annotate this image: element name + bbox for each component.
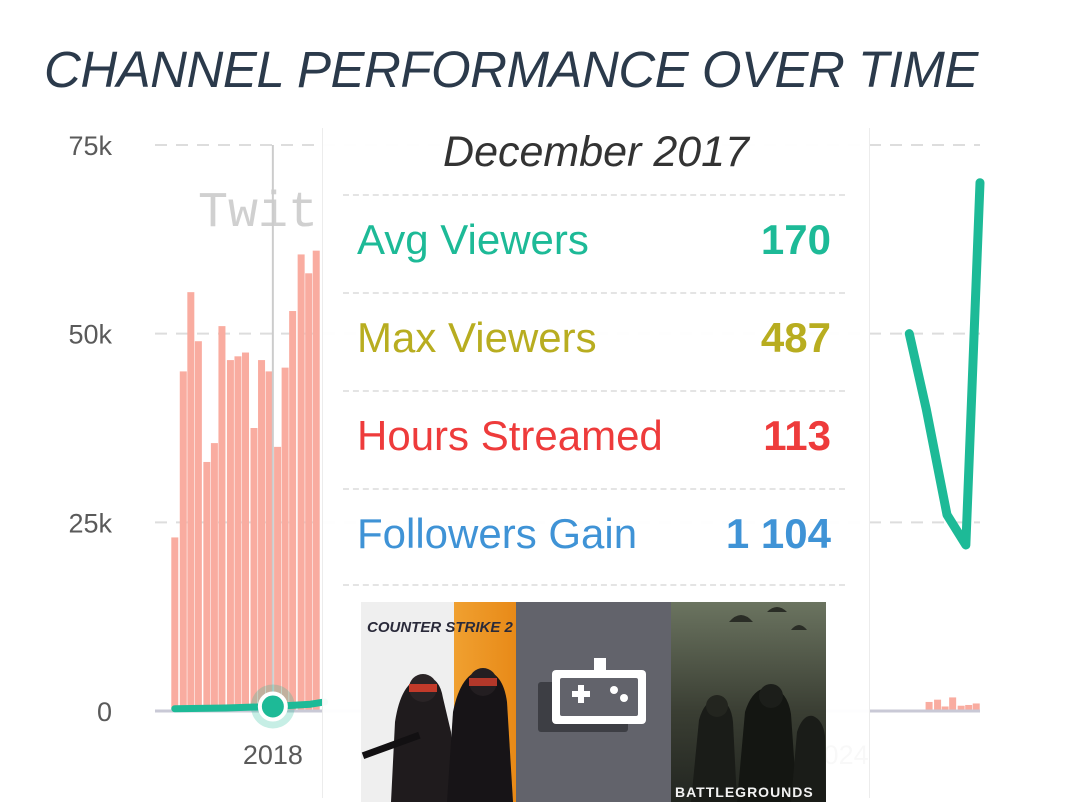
tooltip-divider (343, 584, 845, 586)
bar[interactable] (250, 428, 258, 711)
cs2-logo-text: COUNTER STRIKE 2 (367, 619, 513, 636)
line-segment-right (904, 178, 985, 550)
tooltip-row-max-viewers: Max Viewers 487 (343, 292, 845, 390)
followers-gain-value: 1 104 (725, 510, 831, 557)
pubg-soldiers-image (691, 607, 826, 802)
game-thumbnail-pubg[interactable]: BATTLEGROUNDS (671, 602, 826, 802)
bar[interactable] (234, 356, 242, 711)
watermark-text: Twit (198, 185, 318, 242)
tooltip-row-hours-streamed: Hours Streamed 113 (343, 390, 845, 488)
max-viewers-value: 487 (760, 314, 831, 361)
hover-marker[interactable] (250, 684, 295, 729)
x-tick-label: 2018 (243, 740, 303, 770)
avg-viewers-label: Avg Viewers (357, 216, 589, 263)
bar[interactable] (210, 443, 218, 711)
bar[interactable] (934, 699, 942, 711)
bar[interactable] (194, 341, 202, 711)
bar[interactable] (171, 537, 179, 711)
game-thumbnails: COUNTER STRIKE 2 (361, 602, 827, 802)
game-thumbnail-cs2[interactable]: COUNTER STRIKE 2 (361, 602, 516, 802)
gamepad-icon (538, 658, 646, 732)
bar[interactable] (258, 360, 266, 711)
bar[interactable] (972, 703, 980, 711)
hours-streamed-label: Hours Streamed (357, 412, 663, 459)
bar[interactable] (305, 273, 313, 711)
pubg-logo-text: BATTLEGROUNDS (675, 784, 814, 800)
y-tick-label: 50k (68, 320, 112, 350)
bar[interactable] (312, 250, 320, 712)
bar[interactable] (274, 446, 282, 711)
bar[interactable] (203, 461, 211, 711)
bar[interactable] (226, 360, 234, 711)
bar[interactable] (965, 704, 973, 711)
bar[interactable] (297, 254, 305, 711)
tooltip-row-avg-viewers: Avg Viewers 170 (343, 194, 845, 292)
tooltip: December 2017 Avg Viewers 170 Max Viewer… (322, 128, 870, 802)
bar[interactable] (949, 697, 957, 711)
bar[interactable] (957, 705, 965, 711)
bar[interactable] (289, 311, 297, 711)
y-tick-label: 0 (97, 697, 112, 727)
avg-viewers-value: 170 (760, 216, 831, 263)
bar[interactable] (281, 367, 289, 711)
tooltip-title: December 2017 (443, 128, 749, 176)
bar[interactable] (218, 326, 226, 711)
bar[interactable] (242, 352, 250, 711)
bar[interactable] (941, 706, 949, 711)
bar[interactable] (925, 701, 933, 711)
hover-point[interactable] (257, 691, 288, 722)
game-thumbnail-generic[interactable] (516, 602, 671, 802)
y-axis: 0 25k 50k 75k (68, 131, 112, 727)
bar[interactable] (187, 292, 195, 711)
y-tick-label: 25k (68, 508, 112, 538)
hours-streamed-value: 113 (763, 412, 831, 459)
page-title: CHANNEL PERFORMANCE OVER TIME (44, 41, 978, 98)
bar-series (171, 250, 980, 712)
bar[interactable] (265, 371, 273, 711)
max-viewers-label: Max Viewers (357, 314, 597, 361)
y-tick-label: 75k (68, 131, 112, 161)
cs2-soldiers-image (361, 668, 513, 802)
bar[interactable] (179, 371, 187, 711)
tooltip-row-followers-gain: Followers Gain 1 104 (343, 488, 845, 586)
followers-gain-label: Followers Gain (357, 510, 638, 557)
